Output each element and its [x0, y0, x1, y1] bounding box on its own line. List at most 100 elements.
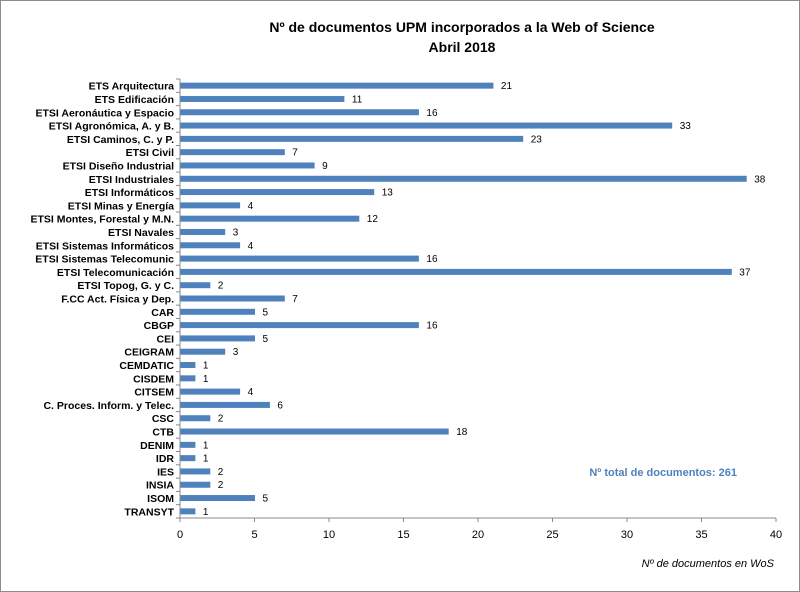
bar	[180, 109, 419, 116]
bar	[180, 495, 255, 502]
x-tick-labels: 0 5 10 15 20 25 30 35 40	[177, 529, 782, 541]
x-axis-label: Nº de documentos en WoS	[642, 558, 775, 570]
data-label: 3	[233, 347, 239, 358]
bar	[180, 268, 732, 275]
category-label: IES	[157, 466, 174, 478]
data-label: 1	[203, 454, 209, 465]
total-annotation: Nº total de documentos: 261	[589, 467, 737, 479]
category-label: ETSI Minas y Energía	[68, 200, 174, 212]
bar	[180, 95, 345, 102]
data-label: 5	[263, 334, 269, 345]
bar	[180, 481, 211, 488]
bar	[180, 508, 196, 515]
category-label: CISDEM	[133, 373, 174, 385]
bar	[180, 455, 196, 462]
bar-series	[180, 82, 747, 515]
category-label: CEMDATIC	[119, 360, 174, 372]
data-label: 23	[531, 134, 543, 145]
category-label: ISOM	[147, 493, 174, 505]
x-tick-label: 0	[177, 529, 183, 541]
category-label: ETSI Sistemas Telecomunic	[35, 254, 174, 266]
bar	[180, 295, 285, 302]
data-label: 33	[680, 121, 692, 132]
category-label: DENIM	[140, 440, 174, 452]
data-label: 4	[248, 201, 254, 212]
category-label: ETSI Industriales	[89, 174, 174, 186]
bar	[180, 149, 285, 156]
axes	[176, 78, 777, 522]
x-tick-label: 5	[251, 529, 257, 541]
category-label: INSIA	[146, 480, 174, 492]
data-labels: 2111163323793813412341637275165311462181…	[203, 81, 766, 518]
category-label: ETSI Navales	[108, 227, 174, 239]
category-label: CSC	[152, 413, 175, 425]
bar	[180, 308, 255, 315]
bar	[180, 401, 270, 408]
bar	[180, 122, 673, 129]
data-label: 3	[233, 227, 239, 238]
category-label: ETSI Sistemas Informáticos	[36, 240, 174, 252]
category-label: ETSI Informáticos	[85, 187, 174, 199]
data-label: 5	[263, 307, 269, 318]
category-label: F.CC Act. Física y Dep.	[61, 294, 174, 306]
bar	[180, 282, 211, 289]
category-label: CTB	[152, 427, 174, 439]
data-label: 2	[218, 467, 224, 478]
bar	[180, 189, 375, 196]
category-label: C. Proces. Inform. y Telec.	[43, 400, 174, 412]
bar	[180, 175, 747, 182]
data-label: 1	[203, 374, 209, 385]
bar	[180, 375, 196, 382]
category-label: ETSI Civil	[126, 147, 175, 159]
category-label: ETSI Montes, Forestal y M.N.	[30, 214, 174, 226]
bar	[180, 242, 241, 249]
bar	[180, 468, 211, 475]
data-label: 12	[367, 214, 379, 225]
category-label: ETS Edificación	[95, 94, 174, 106]
category-label: ETSI Agronómica, A. y B.	[49, 121, 174, 133]
x-tick-label: 25	[546, 529, 558, 541]
x-tick-label: 40	[770, 529, 782, 541]
category-label: CBGP	[144, 320, 174, 332]
category-label: ETSI Diseño Industrial	[63, 160, 175, 172]
data-label: 2	[218, 414, 224, 425]
bar	[180, 362, 196, 369]
category-label: CITSEM	[134, 387, 174, 399]
bar	[180, 335, 255, 342]
x-tick-label: 35	[695, 529, 707, 541]
category-label: IDR	[156, 453, 175, 465]
bar	[180, 388, 241, 395]
data-label: 6	[277, 400, 283, 411]
data-label: 11	[352, 94, 363, 105]
data-label: 2	[218, 480, 224, 491]
x-tick-label: 20	[472, 529, 484, 541]
data-label: 1	[203, 361, 209, 372]
x-tick-label: 15	[397, 529, 409, 541]
data-label: 1	[203, 507, 209, 518]
data-label: 9	[322, 161, 328, 172]
bar	[180, 348, 226, 355]
chart-title: Nº de documentos UPM incorporados a la W…	[269, 19, 654, 35]
category-label: TRANSYT	[124, 506, 174, 518]
data-label: 18	[456, 427, 468, 438]
bar	[180, 428, 449, 435]
x-tick-label: 10	[323, 529, 335, 541]
category-label: ETSI Caminos, C. y P.	[67, 134, 174, 146]
data-label: 37	[739, 267, 751, 278]
bar	[180, 82, 494, 89]
category-label: CEIGRAM	[124, 347, 174, 359]
bar	[180, 415, 211, 422]
bar	[180, 135, 524, 142]
data-label: 2	[218, 281, 224, 292]
bar	[180, 215, 360, 222]
data-label: 5	[263, 494, 269, 505]
data-label: 4	[248, 241, 254, 252]
data-label: 4	[248, 387, 254, 398]
chart-subtitle: Abril 2018	[429, 39, 496, 55]
bar	[180, 228, 226, 235]
category-label: CAR	[151, 307, 174, 319]
x-tick-label: 30	[621, 529, 633, 541]
